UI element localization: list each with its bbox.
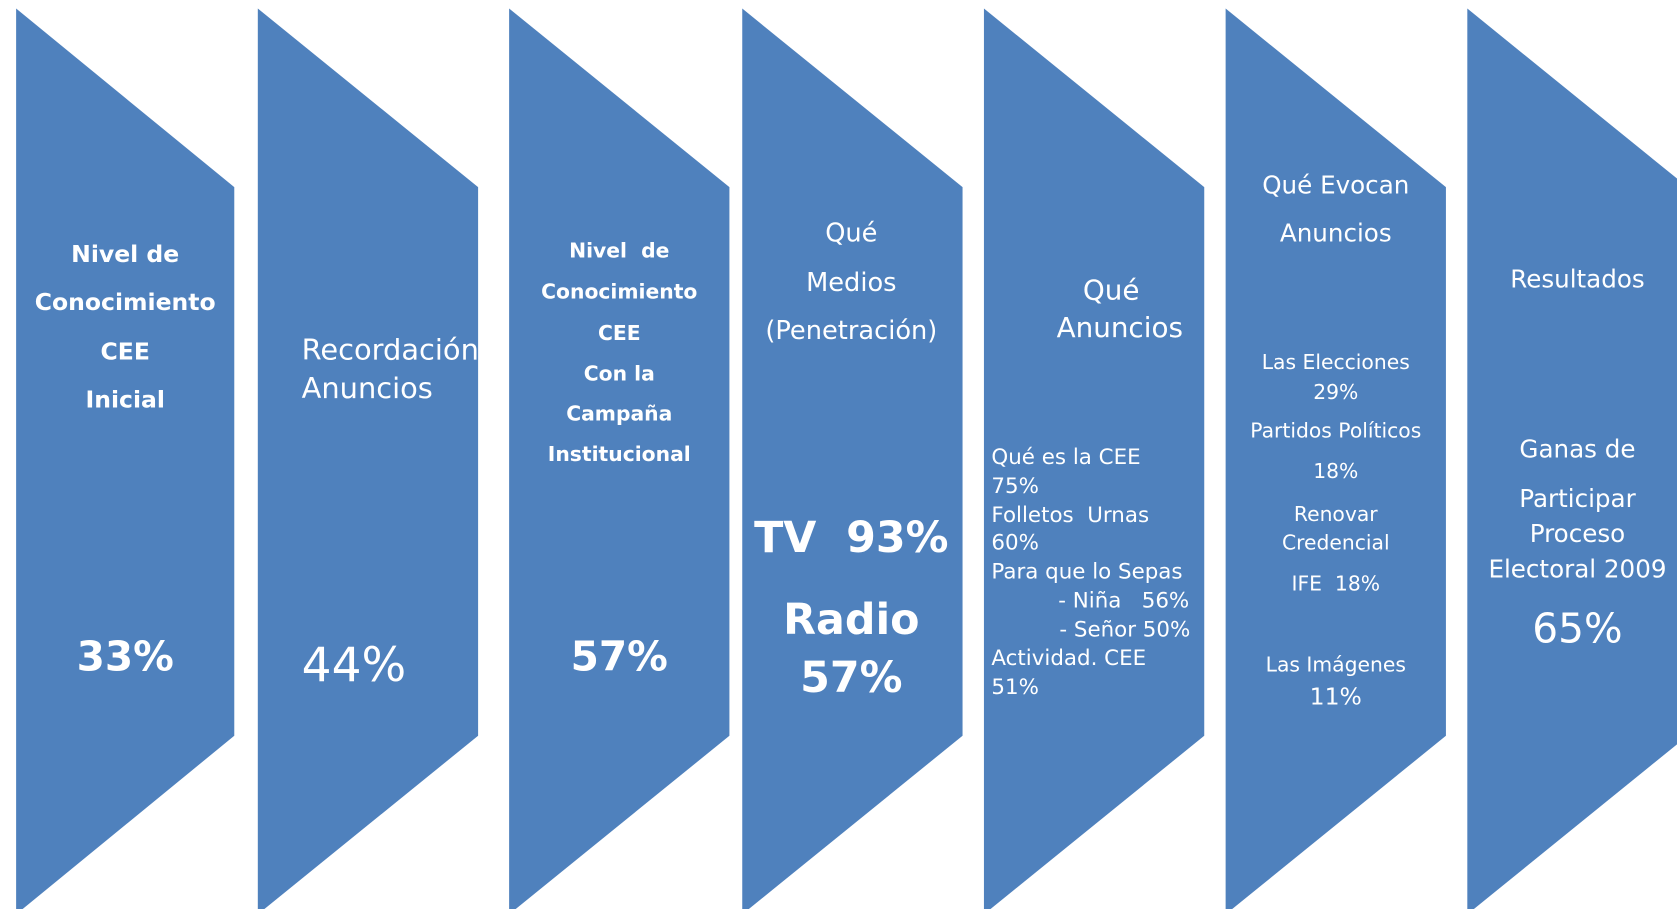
stage-text: 65% — [1532, 605, 1622, 653]
stage-text: Electoral 2009 — [1488, 554, 1666, 583]
stage-text: Radio — [783, 595, 919, 645]
stage-text: Ganas de — [1519, 435, 1635, 464]
stage-text: 57% — [800, 653, 902, 703]
stage-text: Proceso — [1530, 519, 1625, 548]
chevron — [509, 8, 730, 909]
stage-text: Renovar — [1294, 502, 1378, 526]
chevron — [742, 8, 963, 909]
stage-text: CEE — [101, 337, 150, 365]
stage-text: Nivel de — [71, 240, 179, 268]
stage-text: Folletos Urnas — [991, 503, 1149, 528]
stage-text: Credencial — [1282, 531, 1390, 555]
stage-text: Actividad. CEE — [991, 646, 1146, 671]
stage-text: Recordación — [302, 332, 479, 366]
stage-text: 33% — [77, 633, 174, 681]
stage-text: Anuncios — [1280, 219, 1392, 248]
stage-text: Qué Evocan — [1262, 171, 1409, 200]
stage-text: Conocimiento — [541, 279, 697, 303]
stage-text: 75% — [991, 474, 1039, 499]
stage-text: Qué — [825, 219, 877, 249]
stage-text: TV 93% — [754, 513, 948, 563]
chevron — [16, 8, 235, 909]
stage-text: Con la — [584, 362, 655, 386]
stage-text: 51% — [991, 675, 1039, 700]
stage-text: Qué — [1083, 273, 1140, 306]
stage-text: - Niña 56% — [1058, 588, 1189, 613]
stage-text: Las Imágenes — [1266, 653, 1406, 677]
stage-text: Qué es la CEE — [991, 445, 1140, 470]
stage-text: 11% — [1310, 683, 1362, 711]
stage-text: Partidos Políticos — [1250, 418, 1421, 442]
stage-text: - Señor 50% — [1059, 617, 1190, 642]
stage-text: 44% — [302, 638, 407, 693]
stage-text: IFE 18% — [1292, 571, 1381, 595]
stage-text: Anuncios — [302, 371, 433, 405]
chevron — [257, 8, 479, 909]
stage-text: Para que lo Sepas — [991, 560, 1182, 585]
stage-text: Campaña — [566, 401, 672, 425]
chevron — [1467, 8, 1677, 909]
stage-text: Participar — [1519, 484, 1636, 513]
stage-text: Medios — [806, 268, 896, 298]
stage-text: 60% — [991, 531, 1039, 556]
stage-text: Resultados — [1510, 265, 1644, 294]
stage-text: Anuncios — [1057, 311, 1183, 344]
stage-text: CEE — [598, 321, 641, 345]
stage-text: Institucional — [548, 442, 691, 466]
stage-text: (Penetración) — [765, 316, 937, 346]
stage-text: Nivel de — [569, 239, 669, 263]
chevron — [983, 8, 1205, 909]
stage-text: 29% — [1313, 380, 1358, 404]
stage-text: Las Elecciones — [1262, 350, 1410, 374]
stage-text: 57% — [571, 633, 668, 681]
stage-text: Inicial — [85, 385, 164, 413]
stage-text: Conocimiento — [35, 288, 216, 316]
stage-text: 18% — [1313, 459, 1358, 483]
chevron — [1225, 8, 1446, 909]
